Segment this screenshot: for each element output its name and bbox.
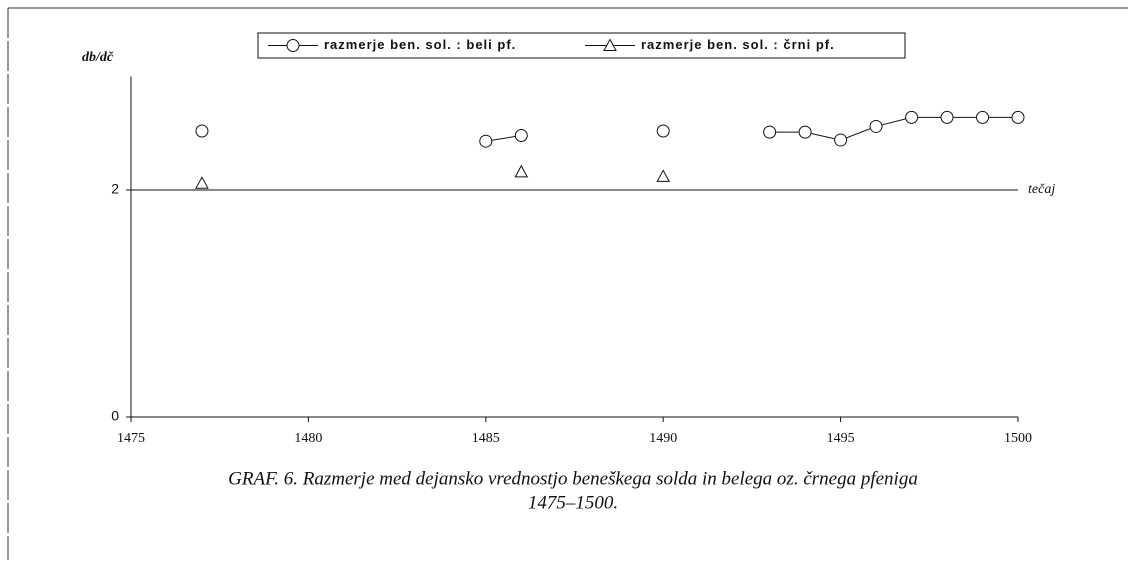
- x-tick-label: 1480: [294, 431, 322, 446]
- point: [479, 134, 493, 148]
- legend-marker: [603, 38, 617, 51]
- x-tick-label: 1485: [472, 431, 500, 446]
- reference-label: tečaj: [1028, 182, 1055, 197]
- x-tick-label: 1475: [117, 431, 145, 446]
- point: [834, 133, 848, 147]
- y-tick-label: 2: [111, 181, 119, 197]
- caption: 1475–1500.: [528, 492, 618, 513]
- legend-box: [257, 32, 906, 59]
- point: [656, 169, 671, 182]
- point: [1011, 110, 1025, 124]
- x-tick-label: 1500: [1004, 431, 1032, 446]
- point: [514, 129, 528, 143]
- point: [195, 124, 209, 138]
- x-tick-label: 1495: [827, 431, 855, 446]
- x-tick-label: 1490: [649, 431, 677, 446]
- point: [798, 125, 812, 139]
- y-tick-label: 0: [111, 408, 119, 424]
- point: [195, 176, 209, 189]
- point: [514, 164, 529, 178]
- point: [656, 124, 670, 138]
- legend-label: razmerje ben. sol. : beli pf.: [324, 37, 516, 52]
- point: [763, 125, 777, 139]
- caption: GRAF. 6. Razmerje med dejansko vrednostj…: [228, 468, 918, 489]
- point: [976, 110, 990, 124]
- y-axis-label: db/dč: [82, 50, 114, 65]
- point: [905, 110, 919, 124]
- point: [869, 119, 883, 133]
- legend-label: razmerje ben. sol. : črni pf.: [641, 37, 835, 52]
- legend-marker: [286, 39, 300, 52]
- point: [940, 110, 954, 124]
